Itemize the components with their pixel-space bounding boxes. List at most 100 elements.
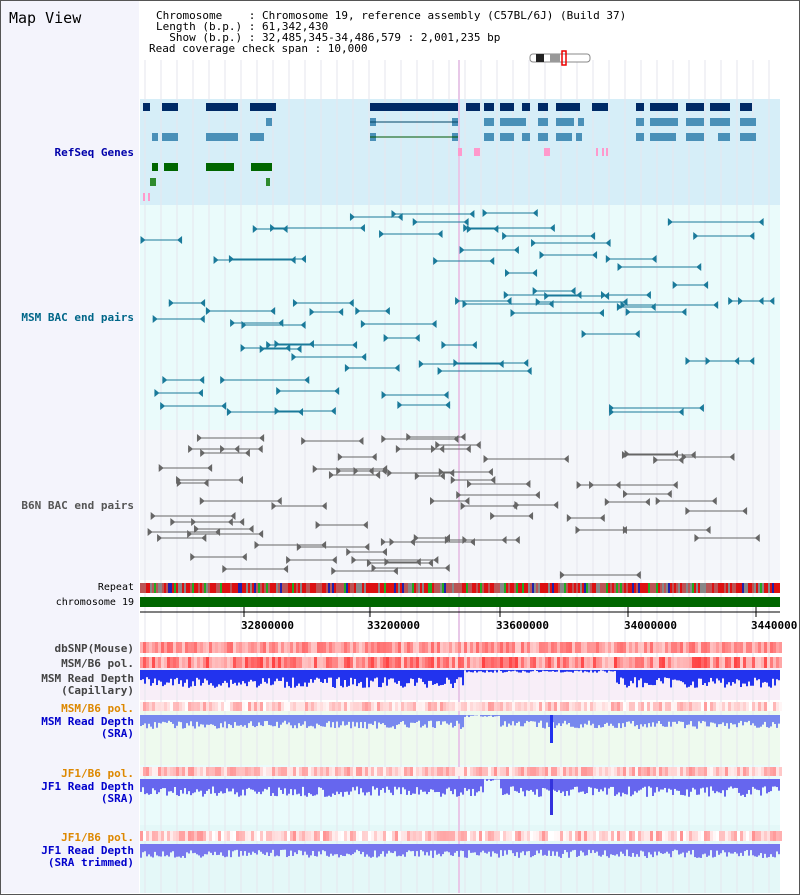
dbsnp-heat [647,642,650,653]
msm-sra-depth [710,715,712,723]
jf1-pol-heat [725,767,728,776]
jf1-trim-depth [566,844,568,853]
dbsnp-heat [344,642,347,653]
repeat-element [656,583,658,593]
msm-cap-depth [168,670,170,683]
repeat-element [468,583,470,593]
msm-sra-depth [466,715,468,716]
jf1-pol-heat [326,767,329,776]
jf1-sra-depth [476,779,478,793]
msm-pol2-heat [146,702,149,711]
repeat-element [688,583,690,593]
msm-bac-end [162,376,168,384]
repeat-element [690,583,692,593]
jf1-trim-depth [624,844,626,857]
dbsnp-heat [530,642,533,653]
jf1-pol2-heat [635,831,638,841]
msm-sra-depth [248,715,250,724]
msm-cap-depth [212,670,214,686]
dbsnp-heat [521,642,524,653]
msm-cap-depth [478,670,480,672]
msm-cap-depth [696,670,698,688]
msm-cap-depth [416,670,418,683]
jf1-pol-heat [704,767,707,776]
jf1-trim-depth [770,844,772,855]
jf1-trim-depth [522,844,524,852]
jf1-pol-heat [197,767,200,776]
jf1-sra-depth [464,779,466,788]
jf1-pol-heat [587,767,590,776]
msm-pol-heat [260,657,263,668]
jf1-trim-depth [458,844,460,857]
jf1-pol-heat [458,767,461,776]
b6n-bac-end [685,507,691,515]
jf1-sra-depth [222,779,224,794]
jf1-pol-heat [695,767,698,776]
msm-bac-end [651,255,657,263]
jf1-pol2-heat [260,831,263,841]
jf1-pol-heat [446,767,449,776]
msm-pol-heat [674,657,677,668]
jf1-trim-depth [394,844,396,852]
msm-pol-heat [596,657,599,668]
msm-cap-depth [410,670,412,679]
repeat-element [680,583,682,593]
jf1-pol2-heat [476,831,479,841]
msm-pol2-heat [560,702,563,711]
jf1-sra-depth [758,779,760,791]
repeat-element [418,583,420,593]
jf1-pol2-heat [692,831,695,841]
msm-cap-depth [540,670,542,672]
msm-sra-depth [244,715,246,726]
jf1-sra-depth [482,779,484,793]
msm-cap-depth [402,670,404,688]
jf1-trim-depth [190,844,192,851]
jf1-trim-depth [382,844,384,852]
jf1-trim-depth [722,844,724,851]
msm-sra-depth [324,715,326,727]
msm-sra-depth [624,715,626,727]
msm-pol-heat [740,657,743,668]
refseq-gene [718,133,730,141]
msm-sra-depth [754,715,756,726]
msm-sra-depth [250,715,252,722]
msm-cap-depth [432,670,434,685]
msm-cap-depth [502,670,504,673]
refseq-gene [710,103,730,111]
dbsnp-heat [752,642,755,653]
jf1-trim-depth [492,844,494,852]
repeat-element [762,583,764,593]
jf1-b6-pol-label: JF1/B6 pol. [61,767,134,780]
msm-bac-end [713,301,719,309]
msm-sra-depth [580,715,582,725]
b6n-bac-end [227,518,233,526]
repeat-element [406,583,408,593]
msm-cap-depth [332,670,334,688]
jf1-trim-depth [634,844,636,857]
b6n-bac-end [559,571,565,579]
jf1-trim-depth [746,844,748,851]
msm-cap-depth [272,670,274,685]
msm-pol2-heat [335,702,338,711]
jf1-trim-depth [688,844,690,851]
msm-sra-depth [298,715,300,724]
msm-cap-depth [766,670,768,683]
jf1-pol-heat [488,767,491,776]
msm-bac-end [605,239,611,247]
msm-sra-depth [654,715,656,727]
msm-cap-depth [328,670,330,678]
msm-sra-depth [346,715,348,725]
jf1-trim-depth [140,844,142,858]
repeat-element [534,583,536,593]
msm-sra-depth [742,715,744,726]
jf1-pol2-heat [737,831,740,841]
msm-sra-depth [390,715,392,728]
msm-pol2-heat [425,702,428,711]
msm-bac-label: MSM BAC end pairs [21,311,134,324]
repeat-element [398,583,400,593]
dbsnp-heat [311,642,314,653]
jf1-sra-depth [388,779,390,790]
msm-pol2-heat [653,702,656,711]
jf1-pol2-heat [314,831,317,841]
